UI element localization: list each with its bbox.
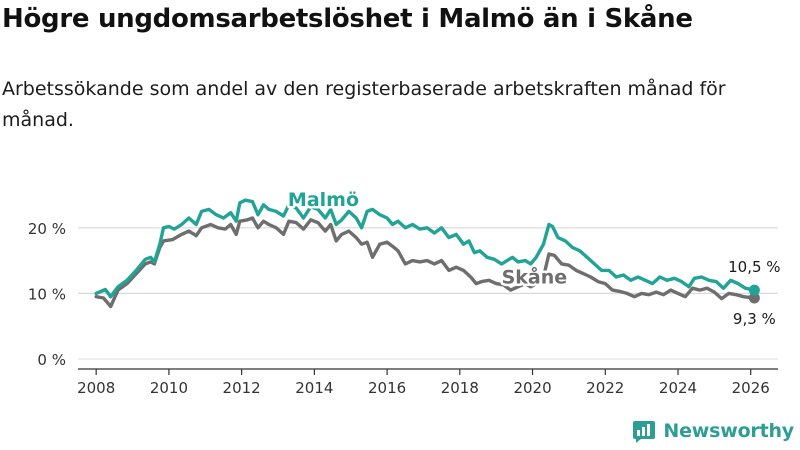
series-lines <box>94 198 760 309</box>
gridlines <box>78 227 778 360</box>
y-tick-label: 20 % <box>28 220 66 238</box>
x-axis: 2008 2010 2012 2014 2016 2018 2020 2022 2024 2026 <box>77 368 778 397</box>
x-tick-label: 2024 <box>659 379 697 397</box>
x-tick-label: 2008 <box>77 379 115 397</box>
series-label-malmo-halo: Malmö <box>288 189 359 211</box>
x-tick-label: 2016 <box>368 379 406 397</box>
end-label-malmo: 10,5 % <box>728 258 780 276</box>
x-tick-label: 2022 <box>586 379 624 397</box>
chart-title: Högre ungdomsarbetslöshet i Malmö än i S… <box>2 4 693 34</box>
end-label-malmo-halo: 10,5 % <box>728 258 780 276</box>
newsworthy-icon <box>633 421 656 443</box>
end-point-malmo <box>748 284 760 296</box>
x-tick-label: 2020 <box>513 379 551 397</box>
series-label-skane-halo: Skåne <box>502 265 568 289</box>
series-label-malmo: Malmö <box>288 189 359 211</box>
y-tick-label: 10 % <box>28 285 66 303</box>
series-label-skane: Skåne <box>502 265 568 289</box>
x-tick-label: 2026 <box>732 379 770 397</box>
end-point-skane <box>748 292 760 304</box>
series-line-skane <box>94 216 757 309</box>
x-tick-label: 2014 <box>295 379 333 397</box>
brand-name: Newsworthy <box>663 420 794 442</box>
chart-subtitle: Arbetssökande som andel av den registerb… <box>2 78 726 131</box>
brand-logo: Newsworthy <box>632 418 794 444</box>
end-label-skane-halo: 9,3 % <box>733 310 776 328</box>
end-label-skane: 9,3 % <box>733 310 776 328</box>
x-tick-label: 2012 <box>223 379 261 397</box>
x-tick-label: 2018 <box>441 379 479 397</box>
y-axis: 0 % 10 % 20 % <box>28 220 66 369</box>
y-tick-label: 0 % <box>37 351 66 369</box>
x-tick-label: 2010 <box>150 379 188 397</box>
series-line-malmo <box>94 198 757 299</box>
